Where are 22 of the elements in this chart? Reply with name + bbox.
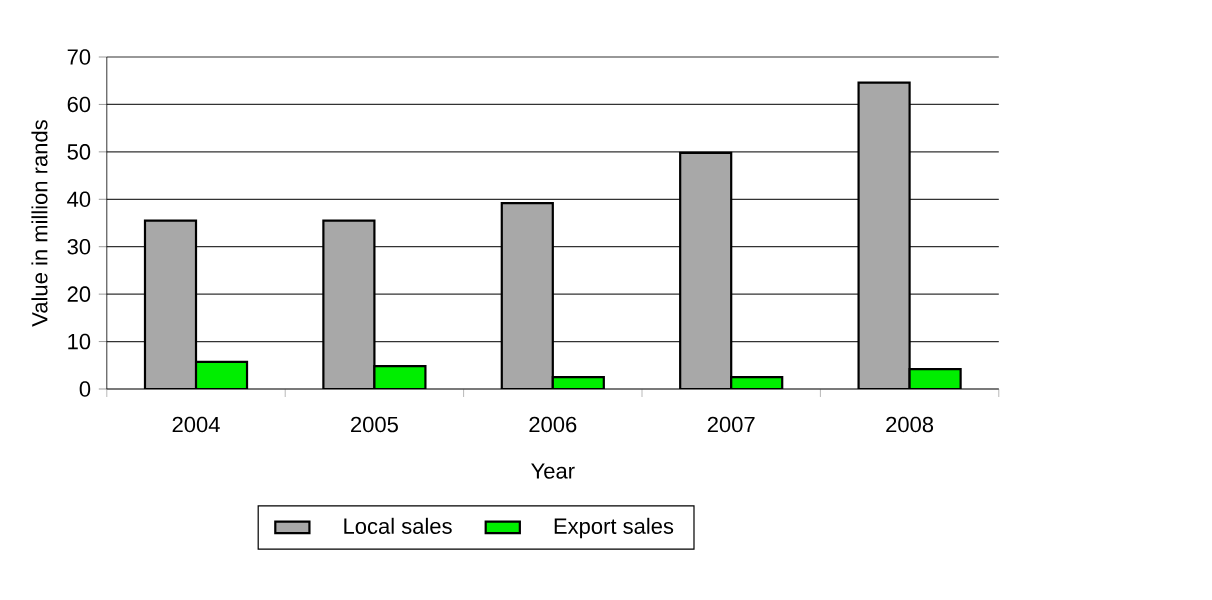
bar — [857, 81, 911, 389]
y-tick-label: 10 — [68, 333, 91, 350]
y-tick-label: 60 — [67, 96, 91, 113]
x-tick-label: 2008 — [886, 416, 934, 433]
x-tick-label: 2004 — [172, 416, 220, 433]
y-tick-label: 30 — [67, 238, 91, 255]
x-tick-label: 2006 — [529, 416, 577, 433]
legend-label: Local sales — [344, 517, 452, 534]
y-tick-label: 0 — [79, 381, 91, 397]
y-tick-label: 40 — [67, 191, 91, 208]
bar — [322, 219, 376, 389]
bar — [143, 219, 198, 389]
x-axis-title: Year — [531, 463, 575, 479]
x-tick-label: 2007 — [707, 416, 755, 433]
bar — [500, 201, 554, 389]
y-tick-label: 50 — [67, 144, 91, 160]
legend-label: Export sales — [554, 517, 674, 539]
y-axis-title: Value in million rands — [31, 120, 48, 327]
bar — [679, 151, 733, 389]
x-tick-label: 2005 — [351, 416, 398, 433]
y-tick-label: 70 — [67, 49, 91, 65]
y-tick-label: 20 — [67, 286, 91, 302]
